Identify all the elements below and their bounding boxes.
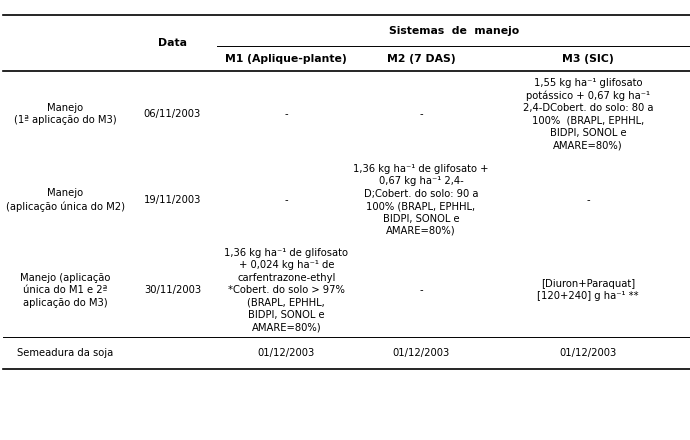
Text: 1,36 kg ha⁻¹ de glifosato
+ 0,024 kg ha⁻¹ de
carfentrazone-ethyl
*Cobert. do sol: 1,36 kg ha⁻¹ de glifosato + 0,024 kg ha⁻… xyxy=(224,248,348,332)
Text: M2 (7 DAS): M2 (7 DAS) xyxy=(386,54,455,64)
Text: Data: Data xyxy=(158,38,187,48)
Text: Manejo
(1ª aplicação do M3): Manejo (1ª aplicação do M3) xyxy=(14,103,117,125)
Text: M1 (Aplique-plante): M1 (Aplique-plante) xyxy=(226,54,347,64)
Text: 19/11/2003: 19/11/2003 xyxy=(144,195,201,205)
Text: -: - xyxy=(419,285,423,295)
Text: Sistemas  de  manejo: Sistemas de manejo xyxy=(388,26,519,36)
Text: -: - xyxy=(586,195,590,205)
Text: 01/12/2003: 01/12/2003 xyxy=(393,348,449,358)
Text: 1,55 kg ha⁻¹ glifosato
potássico + 0,67 kg ha⁻¹
2,4-DCobert. do solo: 80 a
100% : 1,55 kg ha⁻¹ glifosato potássico + 0,67 … xyxy=(523,78,653,150)
Text: [Diuron+Paraquat]
[120+240] g ha⁻¹ **: [Diuron+Paraquat] [120+240] g ha⁻¹ ** xyxy=(538,279,639,301)
Text: 01/12/2003: 01/12/2003 xyxy=(560,348,617,358)
Text: -: - xyxy=(419,109,423,119)
Text: -: - xyxy=(284,195,288,205)
Text: 01/12/2003: 01/12/2003 xyxy=(258,348,315,358)
Text: -: - xyxy=(284,109,288,119)
Text: 1,36 kg ha⁻¹ de glifosato +
0,67 kg ha⁻¹ 2,4-
D;Cobert. do solo: 90 a
100% (BRAP: 1,36 kg ha⁻¹ de glifosato + 0,67 kg ha⁻¹… xyxy=(353,164,489,236)
Text: 30/11/2003: 30/11/2003 xyxy=(144,285,201,295)
Text: Semeadura da soja: Semeadura da soja xyxy=(17,348,114,358)
Text: M3 (SIC): M3 (SIC) xyxy=(562,54,614,64)
Text: 06/11/2003: 06/11/2003 xyxy=(144,109,201,119)
Text: Manejo
(aplicação única do M2): Manejo (aplicação única do M2) xyxy=(6,188,125,212)
Text: Manejo (aplicação
única do M1 e 2ª
aplicação do M3): Manejo (aplicação única do M1 e 2ª aplic… xyxy=(21,273,110,308)
